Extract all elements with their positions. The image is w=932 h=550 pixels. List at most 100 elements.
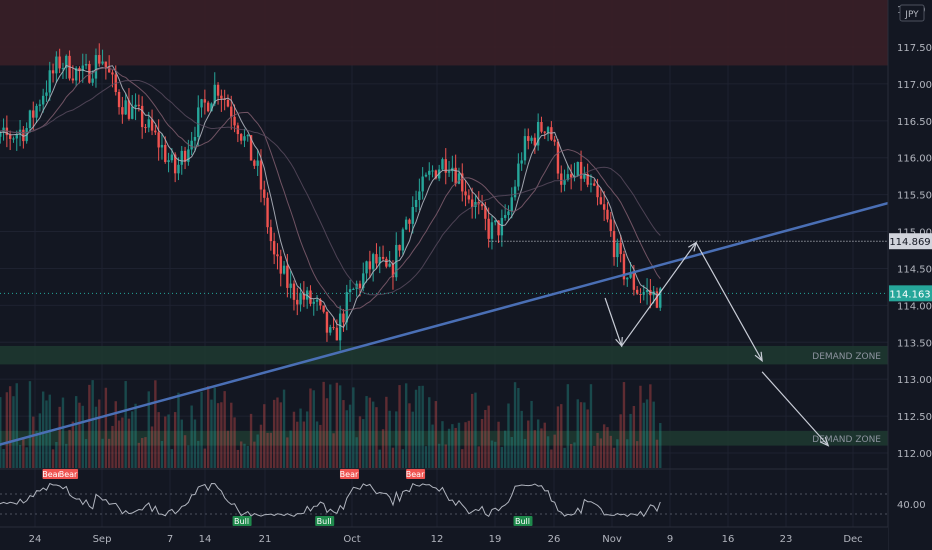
candle-body bbox=[365, 261, 368, 274]
volume-bar bbox=[259, 424, 263, 468]
candle-body bbox=[520, 160, 523, 164]
candle-body bbox=[91, 78, 94, 83]
rsi-signal-badge bbox=[315, 516, 335, 526]
candle-body bbox=[243, 136, 246, 141]
candle-body bbox=[536, 122, 540, 146]
candle-body bbox=[576, 162, 579, 176]
volume-bar bbox=[107, 438, 111, 468]
candle-body bbox=[140, 105, 144, 128]
volume-bar bbox=[494, 441, 497, 468]
candle-body bbox=[398, 244, 401, 251]
candle-body bbox=[233, 116, 236, 126]
candle-body bbox=[533, 137, 537, 146]
volume-bar bbox=[140, 438, 144, 468]
volume-bar bbox=[497, 421, 500, 468]
candle-body bbox=[187, 149, 190, 162]
volume-bar bbox=[414, 389, 418, 468]
time-axis[interactable]: 24 Sep 7 14 21 Oct 12 19 26 Nov 9 16 23 Dec bbox=[0, 526, 888, 550]
volume-bar bbox=[230, 402, 233, 468]
candle-body bbox=[124, 100, 127, 115]
volume-bar bbox=[342, 400, 345, 468]
candle-body bbox=[0, 132, 2, 137]
candle-body bbox=[523, 136, 527, 161]
price-tick-label: 114.000 bbox=[897, 301, 932, 312]
candle-body bbox=[197, 107, 200, 138]
volume-bar bbox=[378, 449, 381, 468]
candle-body bbox=[540, 122, 543, 132]
volume-bar bbox=[272, 399, 276, 468]
candle-body bbox=[560, 173, 563, 185]
candle-body bbox=[256, 160, 259, 166]
rsi-signal-badge bbox=[513, 516, 533, 526]
candle-body bbox=[127, 100, 131, 119]
candle-body bbox=[302, 292, 306, 300]
candle-body bbox=[378, 256, 381, 264]
volume-bar bbox=[368, 397, 372, 468]
candle-body bbox=[61, 68, 65, 70]
volume-bar bbox=[292, 411, 296, 468]
volume-bar bbox=[243, 443, 246, 468]
candle-body bbox=[289, 283, 292, 288]
candle-body bbox=[74, 68, 78, 81]
rsi-signal-badge bbox=[42, 469, 62, 479]
candle-body bbox=[461, 173, 464, 192]
candle-body bbox=[385, 258, 388, 267]
candle-body bbox=[404, 219, 408, 230]
volume-bar bbox=[51, 449, 55, 468]
rsi-signal-label: Bear bbox=[340, 470, 359, 479]
candle-body bbox=[352, 288, 355, 290]
candle-body bbox=[487, 218, 490, 239]
volume-bar bbox=[8, 386, 12, 468]
candle-body bbox=[249, 135, 253, 161]
candle-body bbox=[606, 209, 609, 220]
volume-bar bbox=[381, 429, 385, 468]
volume-bar bbox=[464, 422, 467, 468]
candle-body bbox=[338, 313, 342, 341]
projection-arrowhead bbox=[615, 336, 623, 348]
candle-body bbox=[421, 176, 424, 192]
volume-bar bbox=[58, 406, 61, 468]
candle-body bbox=[167, 160, 170, 163]
projection-arrowhead bbox=[754, 351, 763, 363]
volume-bar bbox=[233, 417, 236, 468]
candle-body bbox=[253, 160, 256, 166]
candle-body bbox=[408, 219, 411, 224]
volume-bar bbox=[398, 385, 401, 468]
candle-body bbox=[457, 173, 461, 184]
candle-body bbox=[411, 206, 414, 224]
candle-body bbox=[619, 242, 622, 255]
candle-body bbox=[622, 254, 626, 280]
moving-average-line bbox=[0, 79, 661, 296]
volume-bar bbox=[121, 417, 124, 468]
candle-body bbox=[434, 170, 438, 179]
price-axis[interactable]: 117.500 117.000 116.500 116.000 115.500 115.0… bbox=[887, 0, 932, 550]
volume-bar bbox=[503, 430, 507, 468]
volume-bar bbox=[540, 428, 543, 468]
candle-body bbox=[368, 261, 372, 270]
volume-bar bbox=[144, 437, 147, 468]
volume-bar bbox=[183, 435, 187, 468]
candle-body bbox=[632, 273, 636, 290]
volume-bar bbox=[279, 402, 282, 468]
candle-body bbox=[183, 150, 187, 162]
volume-bar bbox=[447, 428, 451, 468]
volume-bar bbox=[315, 421, 319, 468]
volume-bar bbox=[74, 396, 78, 468]
candle-body bbox=[55, 56, 58, 74]
candle-body bbox=[32, 110, 35, 118]
price-tick-label: 117.000 bbox=[897, 80, 932, 91]
volume-bar bbox=[586, 409, 589, 468]
candle-body bbox=[45, 92, 48, 96]
volume-bar bbox=[253, 441, 256, 468]
rsi-signal-badge bbox=[59, 469, 79, 479]
volume-bar bbox=[404, 383, 408, 468]
time-tick-label: 24 bbox=[29, 534, 42, 545]
volume-bar bbox=[104, 387, 108, 468]
zone-label: DEMAND ZONE bbox=[812, 352, 881, 362]
volume-bar bbox=[216, 403, 220, 468]
volume-bar bbox=[569, 443, 573, 468]
time-tick-label: 23 bbox=[780, 534, 793, 545]
volume-bar bbox=[602, 424, 606, 468]
volume-bar bbox=[454, 427, 457, 468]
